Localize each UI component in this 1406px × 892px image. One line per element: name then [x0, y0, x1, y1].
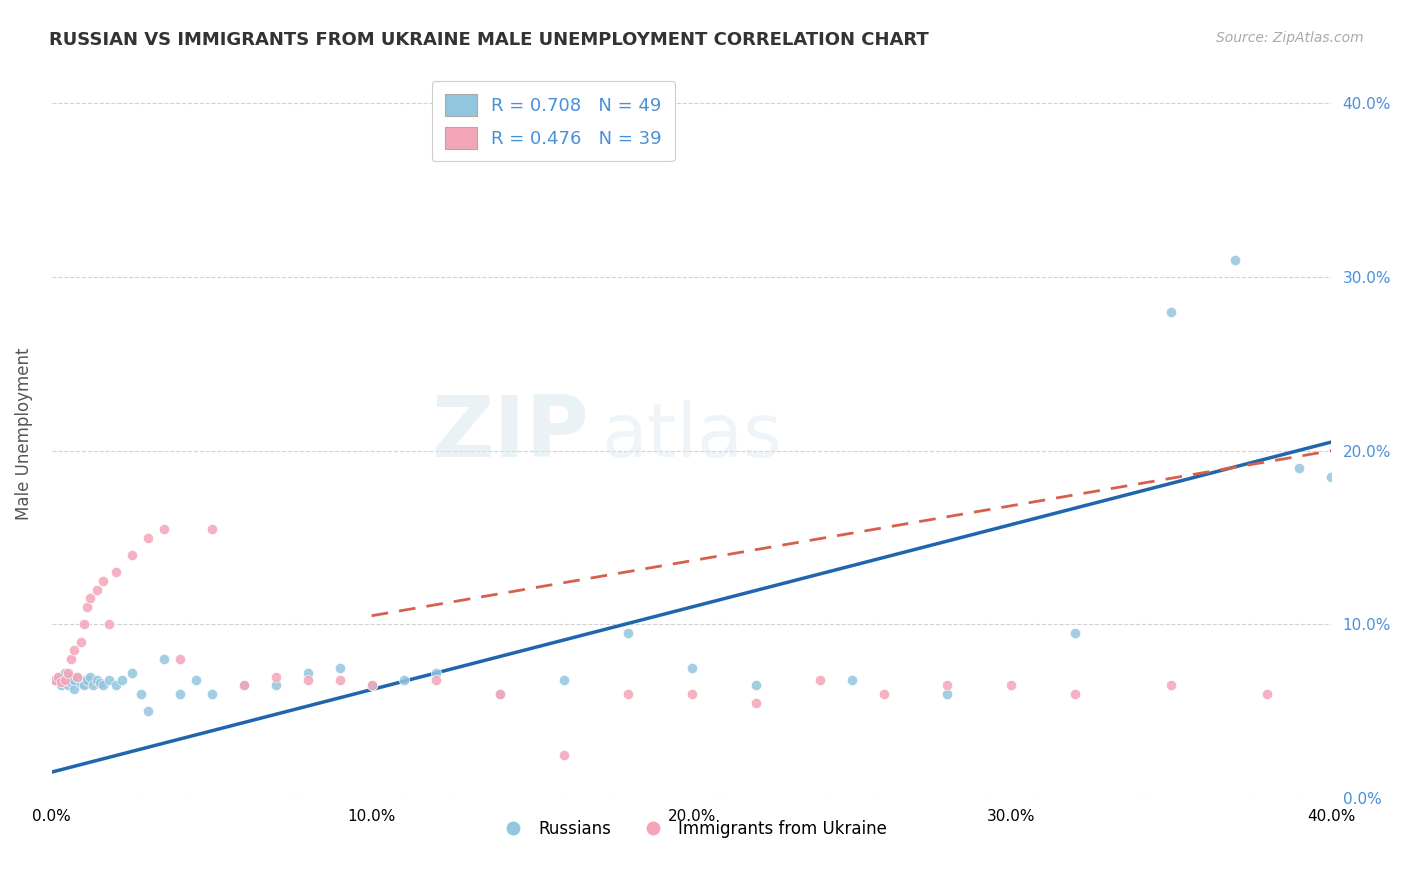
Point: [131, 687, 153, 701]
Point: [808, 673, 831, 687]
Point: [152, 652, 174, 666]
Point: [553, 747, 575, 762]
Point: [104, 678, 127, 692]
Point: [360, 678, 382, 692]
Text: Source: ZipAtlas.com: Source: ZipAtlas.com: [1216, 31, 1364, 45]
Point: [56, 678, 79, 692]
Point: [169, 652, 191, 666]
Point: [425, 673, 447, 687]
Text: RUSSIAN VS IMMIGRANTS FROM UKRAINE MALE UNEMPLOYMENT CORRELATION CHART: RUSSIAN VS IMMIGRANTS FROM UKRAINE MALE …: [49, 31, 929, 49]
Point: [91, 678, 114, 692]
Text: ZIP: ZIP: [432, 392, 589, 475]
Point: [86, 673, 108, 687]
Point: [56, 673, 79, 687]
Point: [121, 548, 143, 562]
Point: [232, 678, 254, 692]
Point: [76, 673, 98, 687]
Point: [46, 669, 69, 683]
Point: [488, 687, 510, 701]
Text: atlas: atlas: [602, 401, 783, 474]
Point: [51, 674, 73, 689]
Point: [1064, 687, 1087, 701]
Point: [98, 673, 121, 687]
Point: [936, 687, 959, 701]
Point: [73, 617, 96, 632]
Point: [63, 643, 86, 657]
Point: [681, 687, 703, 701]
Point: [63, 681, 86, 696]
Point: [152, 522, 174, 536]
Point: [69, 676, 91, 690]
Point: [1000, 678, 1022, 692]
Point: [44, 673, 66, 687]
Point: [66, 669, 89, 683]
Point: [616, 626, 638, 640]
Point: [59, 652, 82, 666]
Point: [425, 666, 447, 681]
Point: [136, 704, 159, 718]
Point: [82, 678, 104, 692]
Point: [392, 673, 415, 687]
Point: [136, 531, 159, 545]
Point: [51, 678, 73, 692]
Point: [104, 566, 127, 580]
Point: [329, 673, 352, 687]
Point: [79, 669, 101, 683]
Point: [744, 678, 766, 692]
Point: [264, 678, 287, 692]
Point: [744, 696, 766, 710]
Point: [121, 666, 143, 681]
Point: [616, 687, 638, 701]
Point: [73, 678, 96, 692]
Point: [488, 687, 510, 701]
Point: [841, 673, 863, 687]
Point: [46, 669, 69, 683]
Point: [360, 678, 382, 692]
Point: [872, 687, 894, 701]
Point: [63, 673, 86, 687]
Point: [1225, 252, 1247, 267]
Point: [1288, 461, 1310, 475]
Point: [79, 591, 101, 606]
Point: [66, 669, 89, 683]
Point: [91, 574, 114, 588]
Point: [169, 687, 191, 701]
Point: [936, 678, 959, 692]
Point: [59, 674, 82, 689]
Point: [59, 669, 82, 683]
Y-axis label: Male Unemployment: Male Unemployment: [15, 347, 32, 519]
Point: [201, 687, 224, 701]
Point: [553, 673, 575, 687]
Point: [53, 666, 76, 681]
Point: [53, 673, 76, 687]
Point: [111, 673, 134, 687]
Point: [86, 582, 108, 597]
Point: [1160, 678, 1182, 692]
Point: [56, 666, 79, 681]
Point: [184, 673, 207, 687]
Point: [1256, 687, 1278, 701]
Point: [69, 634, 91, 648]
Point: [44, 673, 66, 687]
Point: [1320, 469, 1343, 483]
Point: [89, 676, 111, 690]
Point: [297, 673, 319, 687]
Point: [73, 673, 96, 687]
Point: [681, 661, 703, 675]
Point: [1064, 626, 1087, 640]
Point: [297, 666, 319, 681]
Point: [232, 678, 254, 692]
Legend: Russians, Immigrants from Ukraine: Russians, Immigrants from Ukraine: [489, 814, 893, 845]
Point: [201, 522, 224, 536]
Point: [76, 600, 98, 615]
Point: [264, 669, 287, 683]
Point: [98, 617, 121, 632]
Point: [329, 661, 352, 675]
Point: [1160, 304, 1182, 318]
